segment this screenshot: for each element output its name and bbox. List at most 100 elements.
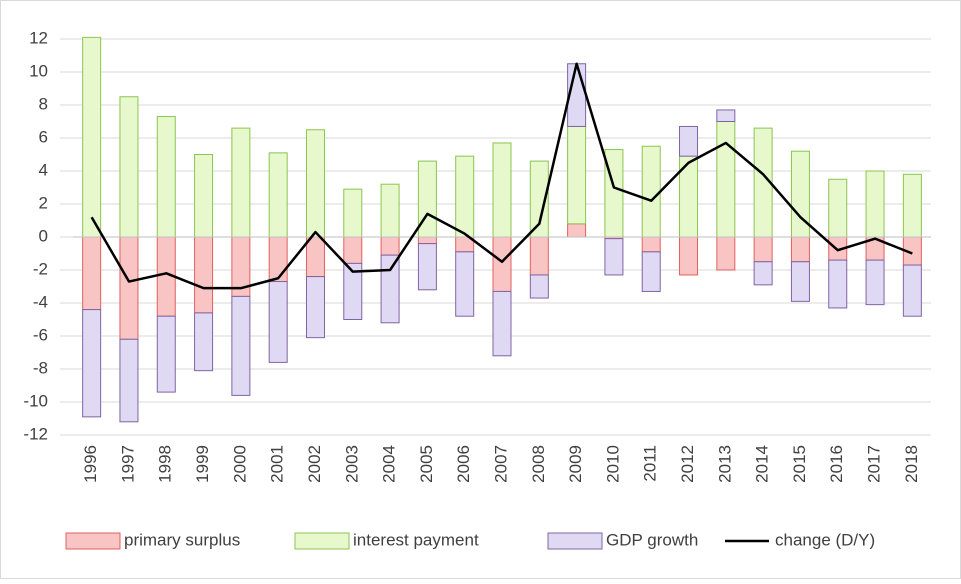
x-tick-label: 1999 [193, 445, 212, 483]
bar-segment [417, 236, 437, 245]
x-tick-label: 2003 [342, 445, 361, 483]
y-tick-label: -12 [23, 424, 48, 443]
x-tick-label: 2006 [454, 445, 473, 483]
bar-segment [82, 36, 102, 238]
legend-label: change (D/Y) [775, 530, 875, 549]
bar-segment [417, 243, 437, 291]
bar-segment [790, 261, 810, 302]
legend-label: primary surplus [124, 530, 240, 549]
bar-segment [865, 170, 885, 238]
x-tick-label: 2013 [715, 445, 734, 483]
x-tick-label: 1998 [156, 445, 175, 483]
y-tick-label: 0 [39, 226, 48, 245]
y-tick-label: -4 [33, 292, 48, 311]
bar-segment [194, 236, 214, 314]
bar-segment [194, 312, 214, 372]
x-tick-label: 2012 [678, 445, 697, 483]
y-tick-label: -2 [33, 259, 48, 278]
bar-segment [902, 173, 922, 238]
bar-segment [567, 223, 587, 238]
y-tick-label: 4 [39, 160, 48, 179]
bar-segment [828, 178, 848, 238]
x-tick-label: 2011 [641, 445, 660, 482]
bar-segment [716, 121, 736, 238]
x-tick-label: 2016 [827, 445, 846, 483]
bar-segment [679, 125, 699, 157]
x-tick-label: 2014 [753, 445, 772, 483]
bar-segment [902, 264, 922, 317]
y-tick-label: 8 [39, 94, 48, 113]
bar-segment [492, 290, 512, 357]
bar-segment [753, 261, 773, 286]
x-tick-label: 2005 [417, 445, 436, 483]
y-tick-label: -8 [33, 358, 48, 377]
bar-segment [305, 129, 325, 238]
line-series [90, 62, 913, 290]
bar-segment [82, 309, 102, 418]
bar-segment [790, 236, 810, 263]
bar-segment [119, 236, 139, 340]
bar-segment [865, 259, 885, 306]
bar-segment [828, 259, 848, 309]
bar-segment [492, 236, 512, 292]
x-tick-label: 2015 [790, 445, 809, 483]
y-tick-label: -6 [33, 325, 48, 344]
bar-segment [641, 251, 661, 292]
bar-segment [194, 154, 214, 238]
bar-segment [305, 276, 325, 339]
legend-label: interest payment [353, 530, 479, 549]
x-tick-label: 2009 [566, 445, 585, 483]
y-tick-label: -10 [23, 391, 48, 410]
bar-segment [753, 236, 773, 263]
legend-label: GDP growth [606, 530, 698, 549]
bar-segment [343, 236, 363, 264]
bar-segment [455, 155, 475, 238]
bar-segment [679, 236, 699, 276]
y-tick-label: 10 [29, 61, 48, 80]
bar-segment [156, 116, 176, 238]
bar-segment [641, 236, 661, 253]
bar-segment [268, 236, 288, 283]
x-tick-label: 2002 [305, 445, 324, 483]
bar-segment [604, 238, 624, 276]
bar-segment [380, 183, 400, 238]
legend-swatch [65, 532, 121, 550]
x-tick-label: 1996 [81, 445, 100, 483]
bar-segment [641, 145, 661, 238]
x-tick-label: 2010 [603, 445, 622, 483]
bar-segment [380, 236, 400, 256]
bar-segment [305, 236, 325, 278]
bar-segment [119, 338, 139, 423]
x-tick-label: 2000 [230, 445, 249, 483]
bar-segment [268, 152, 288, 238]
legend-swatch [547, 532, 603, 550]
y-tick-label: 2 [39, 193, 48, 212]
bar-segment [455, 251, 475, 317]
x-tick-label: 2007 [491, 445, 510, 483]
bar-segment [82, 236, 102, 311]
y-tick-label: 12 [29, 28, 48, 47]
x-tick-label: 2018 [902, 445, 921, 483]
y-tick-label: 6 [39, 127, 48, 146]
x-tick-label: 1997 [118, 445, 137, 483]
bar-segment [567, 125, 587, 225]
bar-segment [343, 262, 363, 320]
x-tick-label: 2004 [380, 445, 399, 483]
bar-segment [231, 295, 251, 396]
bar-segment [156, 315, 176, 393]
bar-segment [380, 254, 400, 324]
bar-segment [716, 109, 736, 122]
bar-segment [529, 236, 549, 276]
bar-segment [529, 274, 549, 299]
bar-segment [268, 281, 288, 363]
x-tick-label: 2001 [268, 445, 287, 483]
bar-segment [231, 127, 251, 238]
bar-segment [492, 142, 512, 238]
bar-segment [119, 96, 139, 238]
bar-segment [343, 188, 363, 238]
x-tick-label: 2008 [529, 445, 548, 483]
bar-segment [716, 236, 736, 271]
x-tick-label: 2017 [865, 445, 884, 483]
